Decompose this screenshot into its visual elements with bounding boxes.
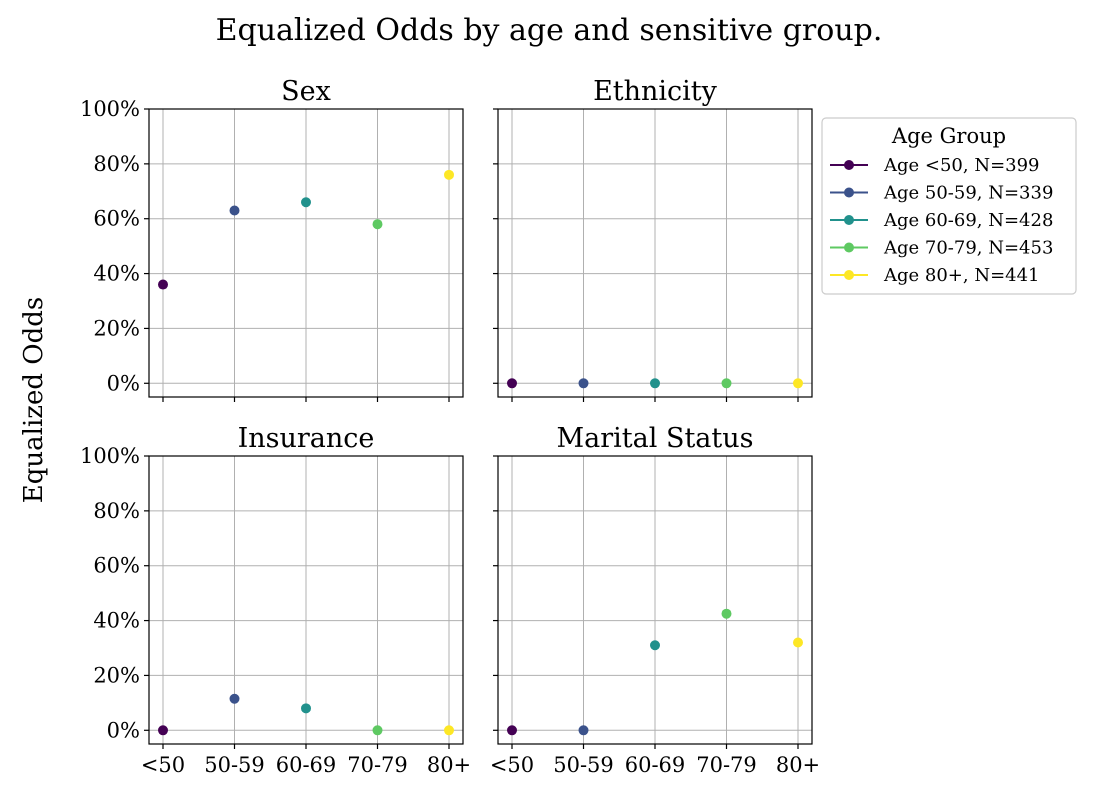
y-tick-label: 80% <box>93 499 140 523</box>
panel-title: Insurance <box>238 423 375 454</box>
x-tick-label: 80+ <box>776 753 820 777</box>
y-tick-label: 100% <box>80 444 140 468</box>
y-tick-label: 80% <box>93 152 140 176</box>
panel-marital-status: <50 50-59 60-69 70-79 80+ Marital Status <box>490 423 820 777</box>
y-tick-label: 20% <box>93 663 140 687</box>
data-point <box>793 637 803 648</box>
data-point <box>507 725 517 736</box>
x-tick-label: 60-69 <box>276 753 337 777</box>
y-tick-label: 0% <box>107 718 140 742</box>
y-axis-label: Equalized Odds <box>19 297 49 503</box>
panel-title: Ethnicity <box>593 76 718 107</box>
legend-entry-label: Age 50-59, N=339 <box>883 183 1053 204</box>
legend: Age Group Age <50, N=399 Age 50-59, N=339 A… <box>821 117 1077 295</box>
panel-title: Sex <box>281 76 331 107</box>
data-point <box>721 608 732 619</box>
legend-marker <box>844 270 854 280</box>
x-tick-label: 50-59 <box>553 753 614 777</box>
y-tick-label: 60% <box>93 554 140 578</box>
data-point <box>507 378 517 389</box>
panel-sex: 0% 20% 40% 60% 80% 100% Sex <box>80 76 464 402</box>
data-point <box>158 725 168 736</box>
x-tick-label: 70-79 <box>347 753 408 777</box>
data-point <box>158 279 168 290</box>
data-point <box>793 378 803 389</box>
legend-marker <box>844 215 854 225</box>
data-point <box>444 725 454 736</box>
legend-entry-label: Age <50, N=399 <box>883 155 1040 176</box>
legend-marker <box>844 160 854 170</box>
data-point <box>372 725 383 736</box>
x-tick-label: <50 <box>141 753 185 777</box>
data-point <box>650 640 660 651</box>
data-point <box>578 378 589 389</box>
data-point <box>301 197 311 208</box>
x-tick-label: 60-69 <box>625 753 686 777</box>
panels-group: 0% 20% 40% 60% 80% 100% Sex Ethnicity 0% 20% 40% 60… <box>80 76 820 777</box>
panel-title: Marital Status <box>557 423 754 454</box>
panel-insurance: 0% 20% 40% 60% 80% 100% <50 50-59 60-69 70-79 80+ I… <box>80 423 471 777</box>
data-point <box>444 169 454 180</box>
legend-entry-label: Age 70-79, N=453 <box>883 238 1053 259</box>
data-point <box>229 693 240 704</box>
y-tick-label: 60% <box>93 207 140 231</box>
legend-marker <box>844 187 854 198</box>
x-tick-label: 70-79 <box>696 753 757 777</box>
data-point <box>229 205 240 216</box>
data-point <box>721 378 732 389</box>
y-tick-label: 0% <box>107 371 140 395</box>
legend-entry-label: Age 60-69, N=428 <box>883 210 1053 231</box>
y-tick-label: 40% <box>93 609 140 633</box>
legend-box <box>821 117 1077 295</box>
panel-ethnicity: Ethnicity <box>493 76 813 402</box>
x-tick-label: 50-59 <box>204 753 265 777</box>
x-tick-label: <50 <box>490 753 534 777</box>
chart-title: Equalized Odds by age and sensitive grou… <box>216 13 883 48</box>
data-point <box>650 378 660 389</box>
x-tick-label: 80+ <box>427 753 471 777</box>
y-tick-label: 20% <box>93 316 140 340</box>
data-point <box>301 703 311 714</box>
legend-title: Age Group <box>891 124 1006 148</box>
legend-marker <box>844 242 854 253</box>
data-point <box>578 725 589 736</box>
y-tick-label: 100% <box>80 97 140 121</box>
data-point <box>372 219 383 230</box>
legend-entry-label: Age 80+, N=441 <box>883 265 1040 286</box>
y-tick-label: 40% <box>93 262 140 286</box>
